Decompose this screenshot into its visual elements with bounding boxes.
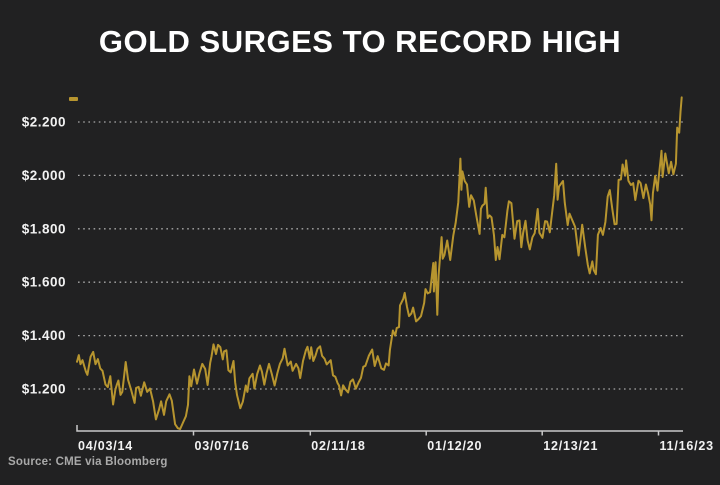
- x-tick-label: 01/12/20: [427, 439, 482, 453]
- x-tick-label: 04/03/14: [78, 439, 133, 453]
- y-tick-label: $1.400: [22, 328, 66, 343]
- y-tick-label: $2.000: [22, 168, 66, 183]
- x-axis-line: [76, 425, 683, 432]
- y-tick-label: $2.200: [22, 115, 66, 130]
- y-tick-label: $1.200: [22, 382, 66, 397]
- source-note: Source: CME via Bloomberg: [8, 456, 168, 468]
- y-tick-label: $1.800: [22, 221, 66, 236]
- price-line: [76, 96, 683, 431]
- chart-title: GOLD SURGES TO RECORD HIGH: [98, 24, 622, 59]
- x-tick-label: 12/13/21: [543, 439, 598, 453]
- x-tick-label: 03/07/16: [195, 439, 250, 453]
- x-tick-label: 11/16/23: [660, 439, 714, 453]
- y-tick-label: $1.600: [22, 275, 66, 290]
- x-tick-label: 02/11/18: [311, 439, 365, 453]
- legend-line-swatch: [69, 97, 78, 101]
